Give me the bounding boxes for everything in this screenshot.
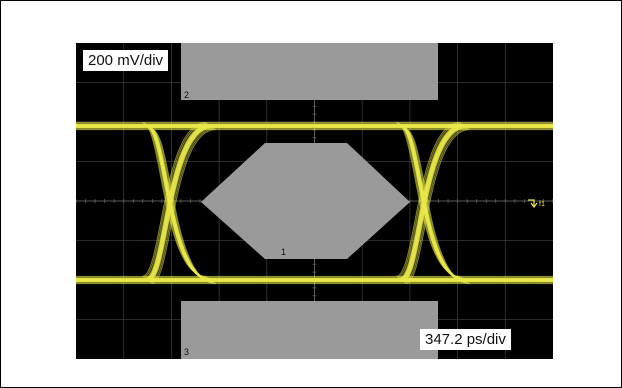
mask-regions: 2 1 3 (181, 43, 438, 359)
trace-falling-edge (405, 129, 470, 285)
eye-diagram: 2 1 3 f1 (76, 43, 553, 359)
horizontal-scale-readout: 347.2 ps/div (420, 329, 511, 350)
mask-label-center: 1 (281, 247, 286, 257)
trigger-level-label: f1 (539, 201, 545, 208)
eye-traces (76, 121, 553, 285)
mask-region-bottom (181, 301, 438, 359)
oscilloscope-display: 2 1 3 f1 (76, 43, 553, 359)
mask-region-top (181, 43, 438, 100)
mask-label-top: 2 (184, 90, 189, 100)
mask-label-bottom: 3 (184, 347, 189, 357)
mask-region-center (201, 143, 410, 259)
trace-falling-edge (151, 129, 216, 285)
trigger-level-marker: f1 (528, 199, 545, 208)
vertical-scale-readout: 200 mV/div (83, 50, 169, 71)
